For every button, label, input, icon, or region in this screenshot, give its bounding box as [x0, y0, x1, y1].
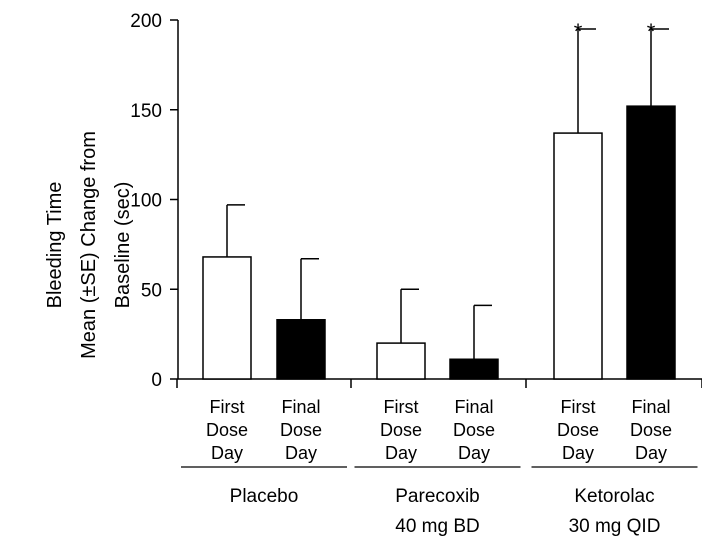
bar	[376, 342, 426, 380]
y-tick-label: 100	[130, 191, 162, 212]
group-label: Ketorolac	[574, 486, 654, 507]
significance-marker: *	[647, 19, 656, 44]
x-tick-label: Day	[285, 443, 317, 463]
x-tick-label: Dose	[206, 420, 248, 440]
x-tick-label: Dose	[630, 420, 672, 440]
x-tick-label: Day	[458, 443, 490, 463]
x-tick-label: Final	[281, 397, 320, 417]
significance-marker: *	[574, 19, 583, 44]
x-tick-label: Day	[562, 443, 594, 463]
x-tick-label: Final	[631, 397, 670, 417]
bar	[626, 105, 676, 380]
x-tick-label: First	[561, 397, 596, 417]
x-axis-labels: First Dose Day Final Dose Day First Dose Day Fina…	[181, 397, 698, 537]
x-tick-label: Day	[385, 443, 417, 463]
x-tick-label: Dose	[280, 420, 322, 440]
y-tick-label: 200	[130, 11, 162, 32]
x-tick-label: Final	[454, 397, 493, 417]
group-label: 40 mg BD	[395, 516, 479, 537]
y-axis-label-line: Bleeding Time	[44, 182, 66, 309]
x-tick-label: Dose	[453, 420, 495, 440]
x-tick-label: Day	[211, 443, 243, 463]
axes: 0 50 100 150 200	[130, 11, 702, 391]
group-label: 30 mg QID	[569, 516, 661, 537]
x-tick-label: Dose	[557, 420, 599, 440]
y-tick-label: 150	[130, 101, 162, 122]
y-axis-label: Bleeding Time Mean (±SE) Change from Basel…	[44, 131, 134, 359]
y-tick-label: 0	[151, 370, 162, 391]
bars: * *	[202, 19, 676, 380]
group-label: Placebo	[230, 486, 299, 507]
bar	[553, 132, 603, 380]
group-label: Parecoxib	[395, 486, 480, 507]
x-tick-label: First	[384, 397, 419, 417]
y-axis-label-line: Baseline (sec)	[112, 182, 134, 309]
x-tick-label: Day	[635, 443, 667, 463]
y-tick-label: 50	[141, 280, 162, 301]
y-axis-label-line: Mean (±SE) Change from	[78, 131, 100, 359]
x-tick-label: Dose	[380, 420, 422, 440]
bar	[276, 319, 326, 380]
bar	[449, 358, 499, 380]
bar	[202, 256, 252, 380]
x-tick-label: First	[210, 397, 245, 417]
